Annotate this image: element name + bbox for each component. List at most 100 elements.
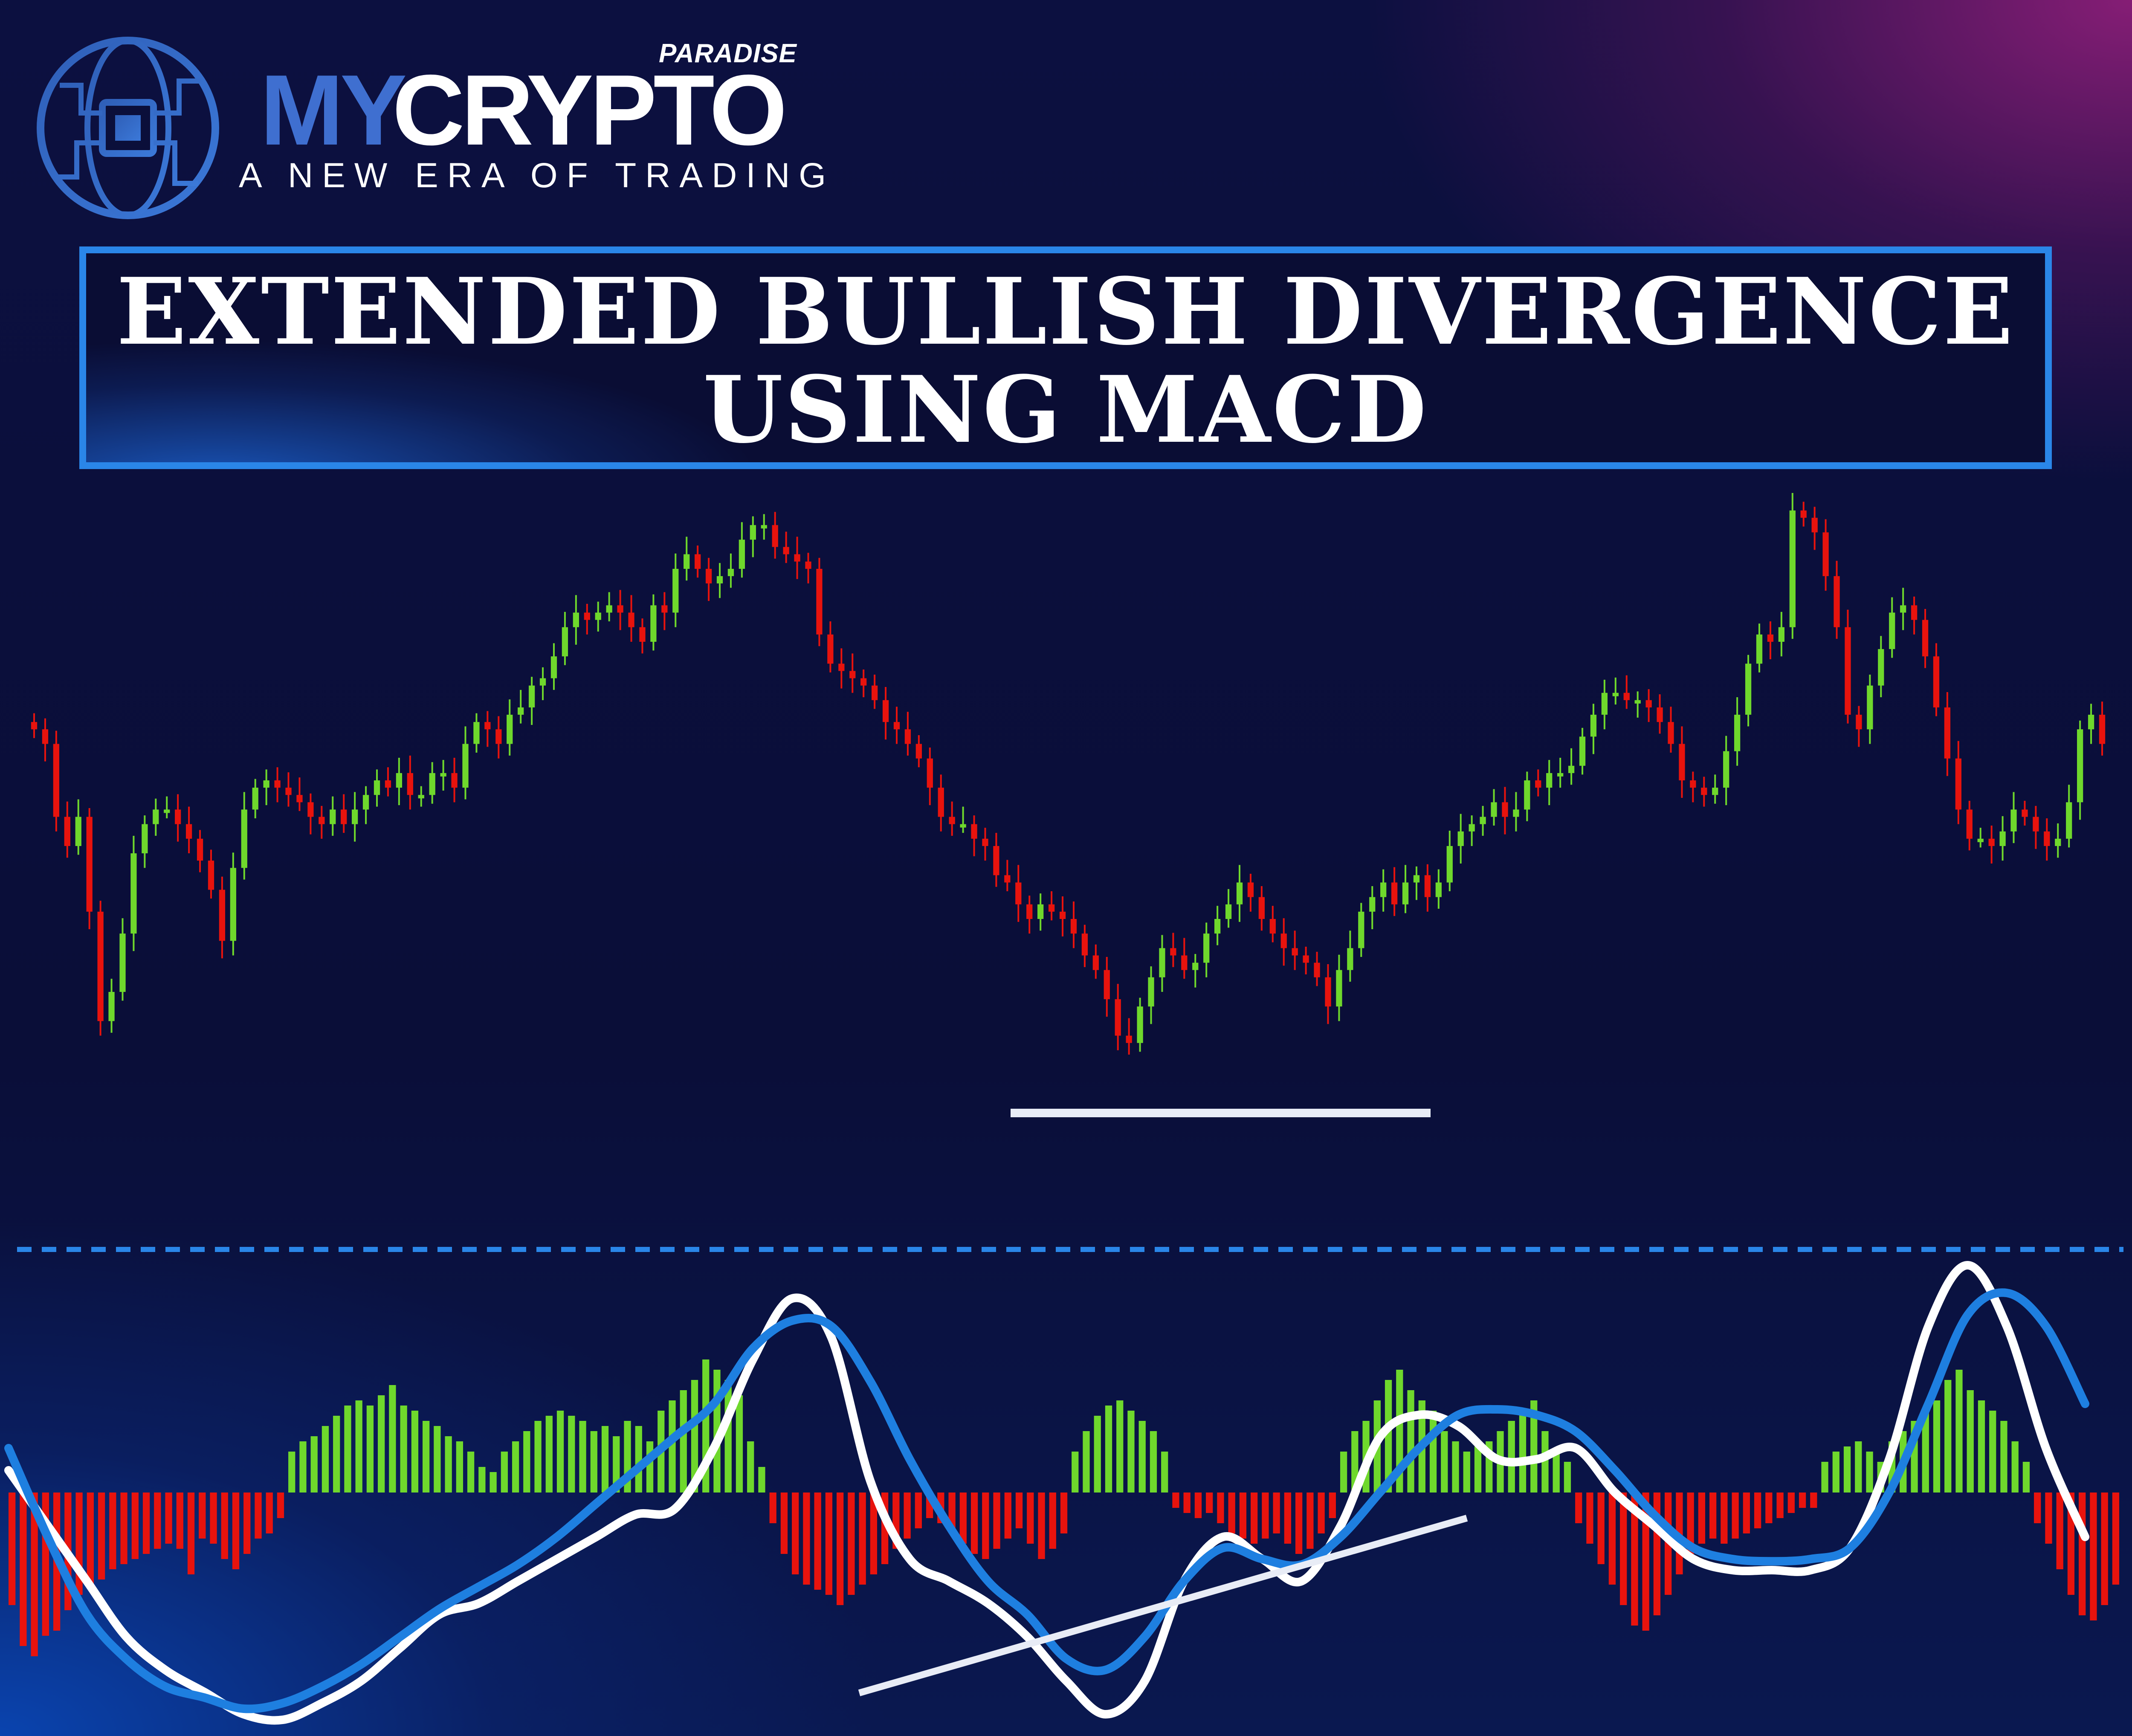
candle-body <box>1314 962 1320 977</box>
macd-histogram-bar <box>2034 1493 2041 1523</box>
brand-tagline: A NEW ERA OF TRADING <box>239 156 835 195</box>
macd-histogram-bar <box>1508 1421 1515 1493</box>
macd-histogram-bar <box>1721 1493 1728 1544</box>
candle-body <box>882 700 889 722</box>
candle-body <box>827 634 834 664</box>
candle-body <box>108 992 115 1021</box>
macd-histogram-bar <box>769 1493 776 1523</box>
candle-body <box>352 809 358 824</box>
macd-histogram-bar <box>1239 1493 1247 1539</box>
candle-body <box>1701 788 1707 795</box>
candle-body <box>1015 882 1022 904</box>
candle-body <box>1269 919 1276 934</box>
candle-body <box>164 809 170 813</box>
macd-histogram-bar <box>1866 1452 1873 1493</box>
candle-body <box>1546 773 1553 788</box>
candle-body <box>396 773 403 788</box>
macd-histogram-bar <box>803 1493 810 1585</box>
macd-histogram-bar <box>646 1441 654 1493</box>
candle-body <box>1668 722 1674 744</box>
macd-histogram-bar <box>1474 1446 1482 1493</box>
macd-histogram-bar <box>2011 1441 2019 1493</box>
macd-histogram-bar <box>1183 1493 1191 1513</box>
macd-histogram-bar <box>1340 1452 1347 1493</box>
candle-body <box>805 561 811 569</box>
macd-histogram-bar <box>691 1380 698 1493</box>
candle-body <box>1214 919 1221 934</box>
candle-body <box>2077 729 2083 803</box>
candle-body <box>1480 817 1486 824</box>
candle-body <box>739 539 745 569</box>
macd-histogram-bar <box>523 1431 530 1493</box>
macd-histogram-bar <box>501 1452 508 1493</box>
macd-histogram-bar <box>400 1406 407 1493</box>
candle-body <box>1236 882 1243 904</box>
macd-histogram-bar <box>2090 1493 2097 1620</box>
candle-body <box>1690 780 1696 788</box>
candle-body <box>1059 911 1066 919</box>
candle-body <box>1292 948 1298 956</box>
candle-body <box>1756 634 1763 664</box>
macd-histogram-bar <box>344 1406 351 1493</box>
macd-histogram-bar <box>1967 1390 1974 1493</box>
macd-histogram-bar <box>1027 1493 1034 1544</box>
macd-histogram-bar <box>299 1441 307 1493</box>
candle-body <box>1579 736 1586 766</box>
macd-histogram-bar <box>2056 1493 2063 1569</box>
candle-body <box>1590 715 1597 737</box>
macd-signal-line <box>4 1288 2089 1713</box>
macd-histogram-bar <box>1228 1493 1235 1533</box>
macd-histogram-bar <box>266 1493 273 1533</box>
candle-body <box>1159 948 1165 977</box>
macd-histogram-bar <box>1955 1370 1963 1493</box>
macd-histogram-bar <box>2022 1462 2030 1493</box>
macd-histogram-bar <box>1743 1493 1750 1533</box>
candle-body <box>296 795 303 803</box>
macd-histogram-bar <box>1989 1411 1996 1493</box>
candle-body <box>927 758 933 788</box>
macd-histogram-bar <box>669 1400 676 1493</box>
candle-body <box>1203 933 1210 963</box>
macd-histogram-bar <box>1452 1441 1459 1493</box>
candle-body <box>1413 875 1420 883</box>
title-banner: EXTENDED BULLISH DIVERGENCE USING MACD <box>79 246 2052 469</box>
title-line-2: USING MACD <box>703 356 1428 464</box>
candle-body <box>1834 576 1840 627</box>
candle-body <box>904 729 911 744</box>
macd-histogram-bar <box>1072 1452 1079 1493</box>
candle-body <box>208 861 214 890</box>
candle-body <box>1048 904 1055 912</box>
candle-body <box>1325 977 1331 1007</box>
candle-body <box>1070 919 1077 934</box>
candle-body <box>1126 1035 1132 1043</box>
candle-body <box>871 685 878 700</box>
macd-histogram-bar <box>445 1436 452 1493</box>
candle-body <box>661 605 668 613</box>
macd-histogram-bar <box>837 1493 844 1605</box>
candle-body <box>1524 780 1530 810</box>
candle-body <box>528 685 535 707</box>
candle-body <box>2055 838 2061 846</box>
macd-histogram-bar <box>131 1493 139 1559</box>
candle-body <box>860 678 867 686</box>
macd-histogram-bar <box>1329 1493 1336 1518</box>
candle-body <box>695 554 701 569</box>
macd-histogram-bar <box>982 1493 989 1559</box>
candle-body <box>374 780 380 795</box>
macd-histogram-bar <box>1083 1431 1090 1493</box>
macd-histogram-bar <box>579 1421 586 1493</box>
candle-body <box>1999 831 2006 846</box>
candle-body <box>53 744 60 817</box>
candle-body <box>705 568 712 584</box>
candle-body <box>838 664 845 671</box>
candle-body <box>1535 780 1541 788</box>
candle-body <box>1878 649 1884 686</box>
macd-histogram-bar <box>210 1493 217 1544</box>
macd-histogram-bar <box>2079 1493 2086 1615</box>
macd-histogram-bar <box>545 1416 553 1493</box>
candle-body <box>75 817 81 846</box>
macd-histogram-bar <box>601 1426 609 1493</box>
candle-body <box>2022 809 2028 817</box>
candle-body <box>1568 765 1575 773</box>
